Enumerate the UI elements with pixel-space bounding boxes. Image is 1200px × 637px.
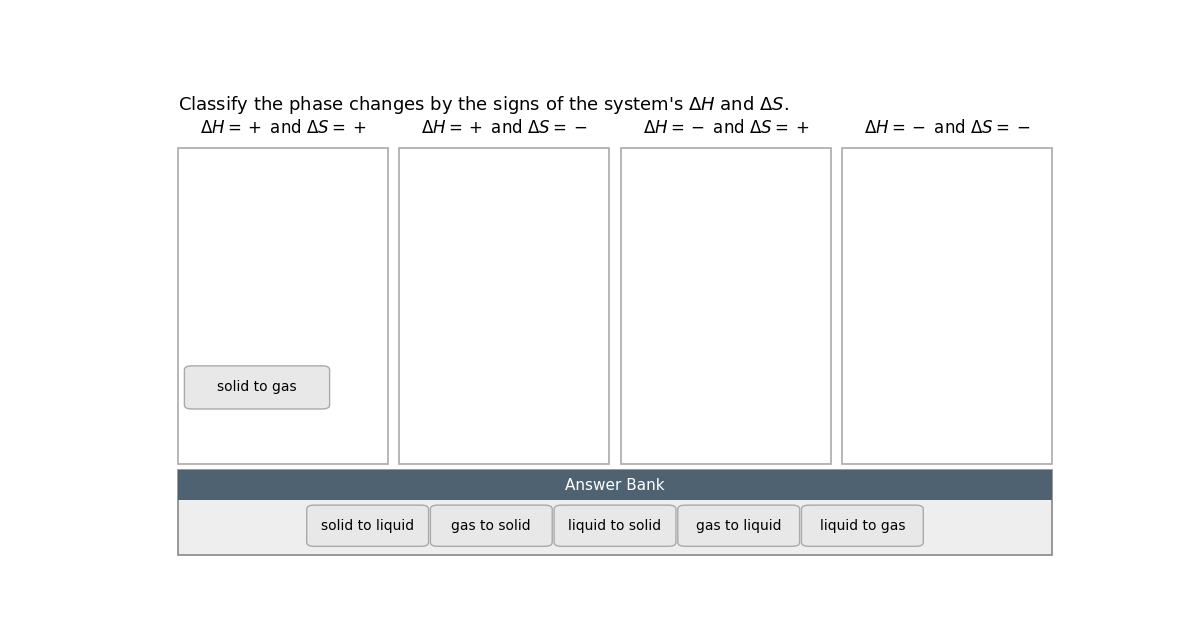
Text: $\Delta H = -$ and $\Delta S = +$: $\Delta H = -$ and $\Delta S = +$ bbox=[642, 118, 809, 137]
Text: Answer Bank: Answer Bank bbox=[565, 478, 665, 492]
FancyBboxPatch shape bbox=[554, 505, 676, 547]
Text: $\Delta H = -$ and $\Delta S = -$: $\Delta H = -$ and $\Delta S = -$ bbox=[864, 118, 1030, 137]
FancyBboxPatch shape bbox=[178, 470, 1052, 500]
Text: $\Delta H = +$ and $\Delta S = -$: $\Delta H = +$ and $\Delta S = -$ bbox=[421, 118, 588, 137]
FancyBboxPatch shape bbox=[178, 470, 1052, 555]
Text: Classify the phase changes by the signs of the system's $\Delta H$ and $\Delta S: Classify the phase changes by the signs … bbox=[178, 94, 788, 115]
FancyBboxPatch shape bbox=[185, 366, 330, 409]
Text: gas to solid: gas to solid bbox=[451, 519, 532, 533]
Text: solid to gas: solid to gas bbox=[217, 380, 296, 394]
FancyBboxPatch shape bbox=[842, 148, 1052, 464]
FancyBboxPatch shape bbox=[431, 505, 552, 547]
Text: solid to liquid: solid to liquid bbox=[322, 519, 414, 533]
Text: liquid to solid: liquid to solid bbox=[569, 519, 661, 533]
FancyBboxPatch shape bbox=[802, 505, 923, 547]
FancyBboxPatch shape bbox=[307, 505, 428, 547]
Text: $\Delta H = +$ and $\Delta S = +$: $\Delta H = +$ and $\Delta S = +$ bbox=[200, 118, 366, 137]
FancyBboxPatch shape bbox=[678, 505, 799, 547]
Text: gas to liquid: gas to liquid bbox=[696, 519, 781, 533]
Text: liquid to gas: liquid to gas bbox=[820, 519, 905, 533]
FancyBboxPatch shape bbox=[620, 148, 830, 464]
FancyBboxPatch shape bbox=[178, 148, 388, 464]
FancyBboxPatch shape bbox=[400, 148, 610, 464]
